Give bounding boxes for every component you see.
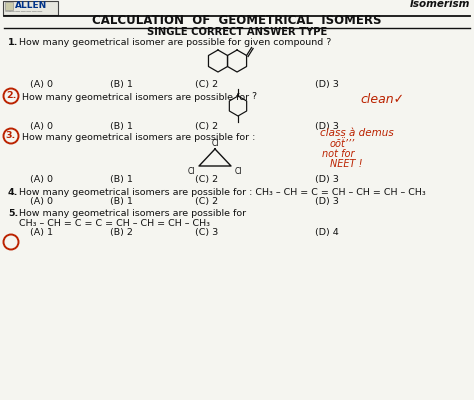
Text: How many geometrical isomer are possible for given compound ?: How many geometrical isomer are possible… [19,38,331,47]
Text: Cl: Cl [188,167,195,176]
Text: (C) 2: (C) 2 [195,175,218,184]
Text: (D) 3: (D) 3 [315,197,339,206]
Text: Cl: Cl [235,167,243,176]
Text: (D) 3: (D) 3 [315,80,339,89]
Text: How many geometrical isomers are possible for: How many geometrical isomers are possibl… [22,93,249,102]
Text: (B) 1: (B) 1 [110,80,133,89]
Text: 2.: 2. [6,92,16,100]
Text: (D) 3: (D) 3 [315,122,339,131]
Text: 1.: 1. [8,38,18,47]
Text: (C) 2: (C) 2 [195,197,218,206]
FancyBboxPatch shape [3,0,58,14]
Text: NEET !: NEET ! [330,159,363,169]
Text: ALLEN: ALLEN [15,2,47,10]
Text: (B) 1: (B) 1 [110,122,133,131]
Text: ———————: ——————— [5,10,44,14]
Text: (C) 2: (C) 2 [195,122,218,131]
FancyBboxPatch shape [5,2,13,10]
Text: (A) 0: (A) 0 [30,197,53,206]
Text: ?: ? [251,92,256,101]
Text: Cl: Cl [211,139,219,148]
Text: (C) 2: (C) 2 [195,80,218,89]
Text: not for: not for [322,149,355,159]
Text: (A) 0: (A) 0 [30,122,53,131]
Text: How many geometrical isomers are possible for : CH₃ – CH = C = CH – CH = CH – CH: How many geometrical isomers are possibl… [19,188,426,197]
Text: CALCULATION  OF  GEOMETRICAL  ISOMERS: CALCULATION OF GEOMETRICAL ISOMERS [92,14,382,28]
Text: (C) 3: (C) 3 [195,228,218,237]
Text: (B) 1: (B) 1 [110,175,133,184]
Text: (A) 0: (A) 0 [30,175,53,184]
Text: oõẗ’’’: oõẗ’’’ [330,139,355,149]
Text: (D) 4: (D) 4 [315,228,339,237]
Text: (A) 0: (A) 0 [30,80,53,89]
Text: (B) 1: (B) 1 [110,197,133,206]
Text: 5.: 5. [8,209,18,218]
Text: Isomerism: Isomerism [410,0,470,9]
Text: (B) 2: (B) 2 [110,228,133,237]
Text: (A) 1: (A) 1 [30,228,53,237]
Text: clean✓: clean✓ [360,93,404,106]
Text: CH₃ – CH = C = C = CH – CH = CH – CH₃: CH₃ – CH = C = C = CH – CH = CH – CH₃ [19,219,210,228]
Text: How many geometrical isomers are possible for: How many geometrical isomers are possibl… [19,209,246,218]
Text: 4.: 4. [8,188,18,197]
Text: 3.: 3. [6,132,16,140]
Text: class à demus: class à demus [320,128,394,138]
Text: (D) 3: (D) 3 [315,175,339,184]
Text: SINGLE CORRECT ANSWER TYPE: SINGLE CORRECT ANSWER TYPE [147,27,327,37]
Text: How many geometrical isomers are possible for :: How many geometrical isomers are possibl… [22,133,255,142]
